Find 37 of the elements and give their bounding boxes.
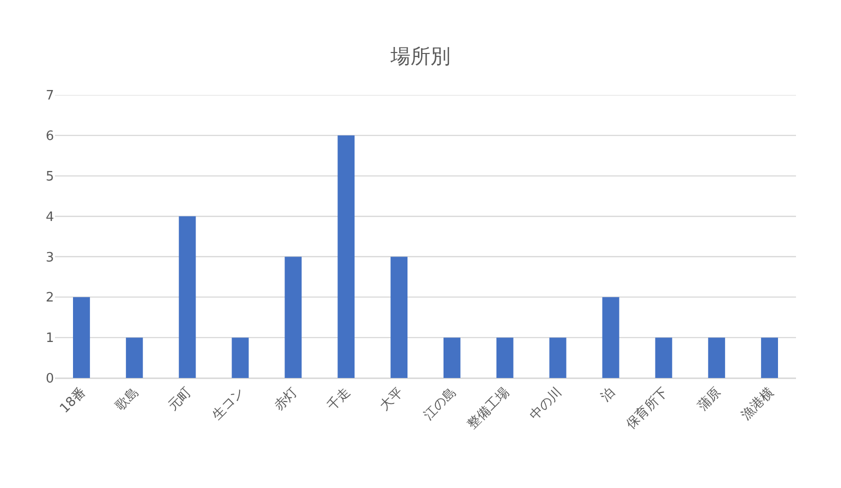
x-tick-label: 中の川: [527, 384, 566, 424]
x-tick-label: 保育所下: [623, 384, 672, 432]
y-tick-label: 6: [46, 128, 54, 144]
bar: [284, 256, 302, 378]
bar: [73, 297, 90, 378]
y-tick-label: 7: [46, 88, 54, 104]
x-tick-label: 整備工場: [464, 384, 512, 432]
x-tick-label: 蒲原: [695, 384, 724, 414]
x-tick-label: 大平: [377, 384, 406, 414]
y-tick-label: 4: [46, 210, 54, 225]
bar: [390, 256, 408, 378]
chart-title: 場所別: [390, 44, 450, 68]
bar: [761, 338, 778, 378]
bar: [655, 338, 672, 378]
x-tick-label: 18番: [57, 384, 89, 416]
x-tick-label: 漁港横: [738, 384, 777, 424]
bar: [232, 338, 249, 378]
bar: [496, 338, 514, 378]
bar: [178, 216, 196, 378]
bar: [549, 338, 566, 378]
x-tick-label: 千走: [324, 384, 354, 414]
bar: [126, 338, 143, 378]
x-tick-label: 泊: [598, 384, 618, 405]
x-tick-label: 生コン: [209, 384, 248, 424]
bar: [338, 135, 355, 378]
x-tick-label: 赤灯: [272, 384, 301, 414]
x-tick-label: 元町: [166, 384, 195, 414]
bar: [708, 338, 726, 378]
bar: [602, 297, 620, 378]
y-tick-label: 3: [46, 250, 54, 266]
y-tick-label: 5: [46, 169, 54, 184]
bar: [444, 338, 460, 378]
y-tick-label: 2: [46, 290, 54, 306]
x-tick-label: 江の島: [421, 384, 460, 424]
y-tick-label: 1: [46, 331, 54, 346]
x-tick-label: 歌島: [112, 384, 142, 414]
y-tick-label: 0: [46, 372, 54, 387]
